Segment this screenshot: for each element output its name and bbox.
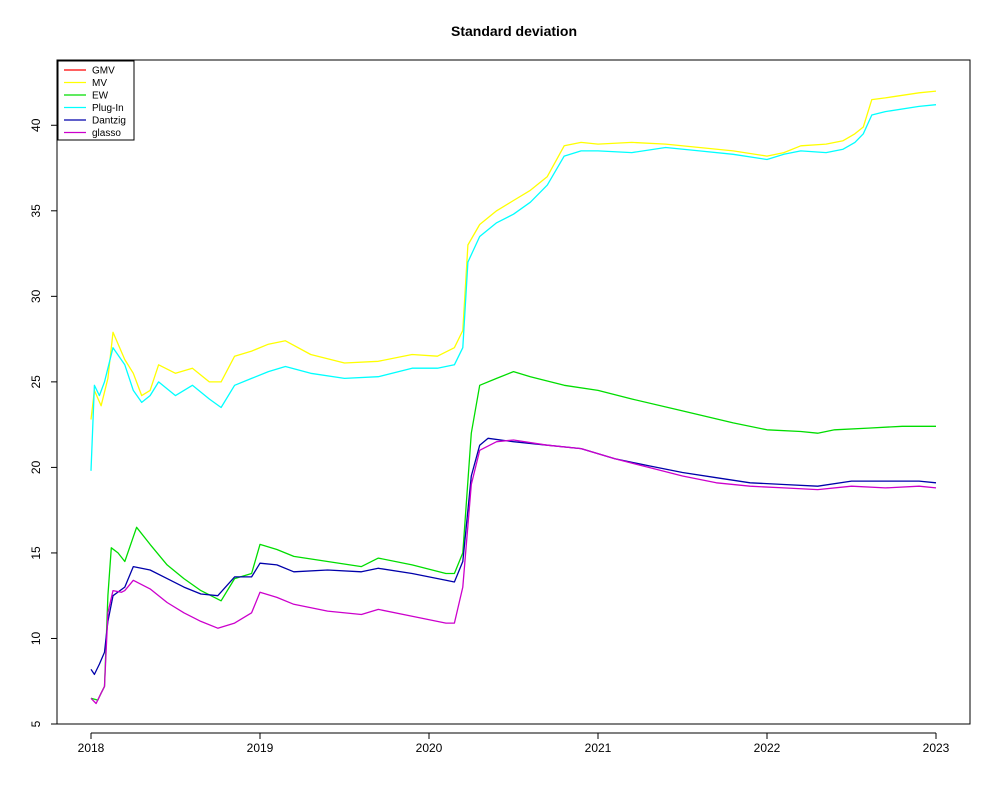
x-tick-label: 2019 (247, 741, 274, 755)
series-line-glasso (90, 439, 937, 705)
y-tick-label: 10 (29, 631, 43, 645)
chart-title: Standard deviation (451, 23, 577, 39)
legend-label: MV (92, 78, 107, 89)
series-line-dantzig (90, 437, 937, 676)
y-tick-label: 15 (29, 546, 43, 560)
y-tick-label: 25 (29, 375, 43, 389)
legend-label: glasso (92, 128, 121, 139)
x-tick-label: 2018 (78, 741, 105, 755)
series-line-ew (90, 370, 936, 701)
series-line-plug-in (90, 104, 937, 471)
x-axis: 2018 2019 2020 2021 2022 2023 (78, 732, 950, 755)
plot-frame (56, 59, 971, 725)
legend-label: Dantzig (92, 116, 126, 127)
y-tick-label: 5 (29, 720, 43, 727)
y-tick-label: 30 (29, 289, 43, 303)
legend-box (57, 60, 135, 141)
x-tick-label: 2021 (585, 741, 612, 755)
x-tick-label: 2020 (416, 741, 443, 755)
series-layer (90, 90, 937, 705)
y-axis: 5 10 15 20 25 30 35 40 (29, 118, 58, 727)
y-tick-label: 20 (29, 460, 43, 474)
series-line-mv (90, 90, 937, 420)
y-tick-label: 35 (29, 204, 43, 218)
legend-label: Plug-In (92, 103, 124, 114)
x-tick-label: 2023 (923, 741, 950, 755)
legend-label: GMV (92, 66, 115, 77)
y-tick-label: 40 (29, 118, 43, 132)
legend-label: EW (92, 91, 109, 102)
x-tick-label: 2022 (754, 741, 781, 755)
